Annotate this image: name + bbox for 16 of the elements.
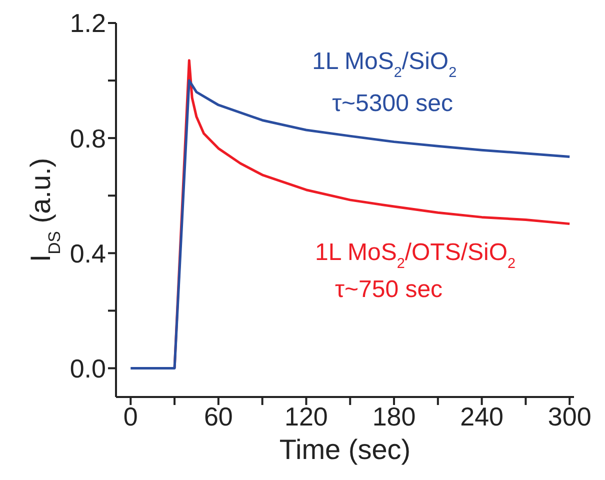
x-tick-label: 240 — [460, 401, 504, 432]
x-tick-label: 60 — [204, 401, 233, 432]
text: 1L MoS$_{2}$/SiO$_{2}$ — [312, 48, 457, 82]
x-tick-label: 0 — [123, 401, 138, 432]
x-tick-label: 300 — [548, 401, 592, 432]
y-tick-label: 0.8 — [70, 123, 106, 154]
series-label: 1L MoS$_{2}$/OTS/SiO$_{2}$ — [315, 238, 516, 272]
y-tick-label: 0.4 — [70, 238, 106, 268]
line-series — [129, 79, 571, 370]
x-tick-label: 180 — [372, 401, 416, 432]
x-axis-title: Time (sec) — [279, 434, 411, 465]
annotation: τ~5300 sec — [332, 90, 453, 118]
y-tick-label: 1.2 — [70, 8, 106, 38]
x-tick-label: 120 — [284, 401, 328, 432]
y-tick-label: 0.0 — [70, 353, 106, 384]
annotation: τ~750 sec — [335, 276, 443, 303]
